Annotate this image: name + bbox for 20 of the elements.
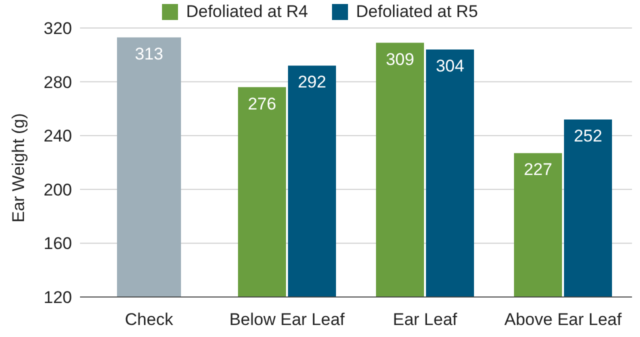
y-tick-label: 120: [44, 288, 72, 308]
y-tick-label: 240: [44, 126, 72, 146]
data-label: 252: [574, 126, 602, 146]
y-tick-label: 160: [44, 234, 72, 254]
data-label: 304: [436, 56, 464, 76]
data-label: 292: [298, 72, 326, 92]
x-tick-label: Above Ear Leaf: [504, 310, 622, 330]
y-axis-title: Ear Weight (g): [9, 113, 28, 222]
legend-label: Defoliated at R4: [186, 2, 308, 22]
data-label: 276: [248, 94, 276, 114]
x-tick-label: Ear Leaf: [392, 310, 458, 330]
y-tick-label: 320: [44, 19, 72, 38]
x-tick-label: Check: [124, 310, 174, 330]
y-tick-label: 280: [44, 72, 72, 92]
data-label: 313: [134, 44, 164, 64]
data-label: 227: [524, 160, 552, 180]
data-label: 309: [386, 50, 414, 69]
y-tick-label: 200: [44, 180, 72, 200]
legend-label: Defoliated at R5: [356, 2, 478, 22]
x-tick-label: Below Ear Leaf: [229, 310, 345, 330]
